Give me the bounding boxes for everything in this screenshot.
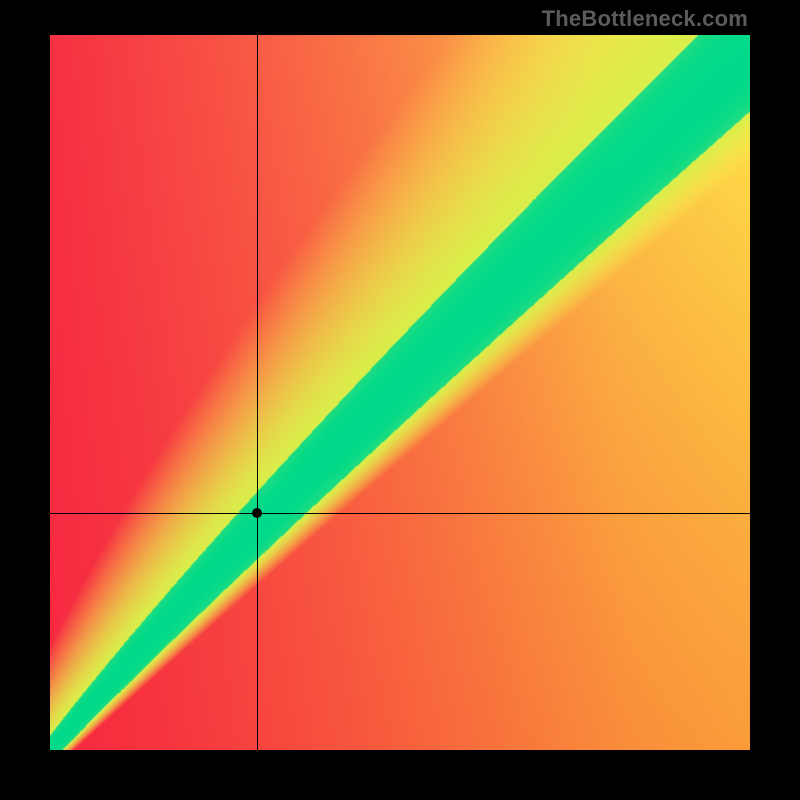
plot-area bbox=[50, 35, 750, 750]
crosshair-marker bbox=[252, 508, 262, 518]
crosshair-horizontal bbox=[50, 513, 750, 514]
heatmap-canvas bbox=[50, 35, 750, 750]
crosshair-vertical bbox=[257, 35, 258, 750]
watermark-text: TheBottleneck.com bbox=[542, 6, 748, 32]
